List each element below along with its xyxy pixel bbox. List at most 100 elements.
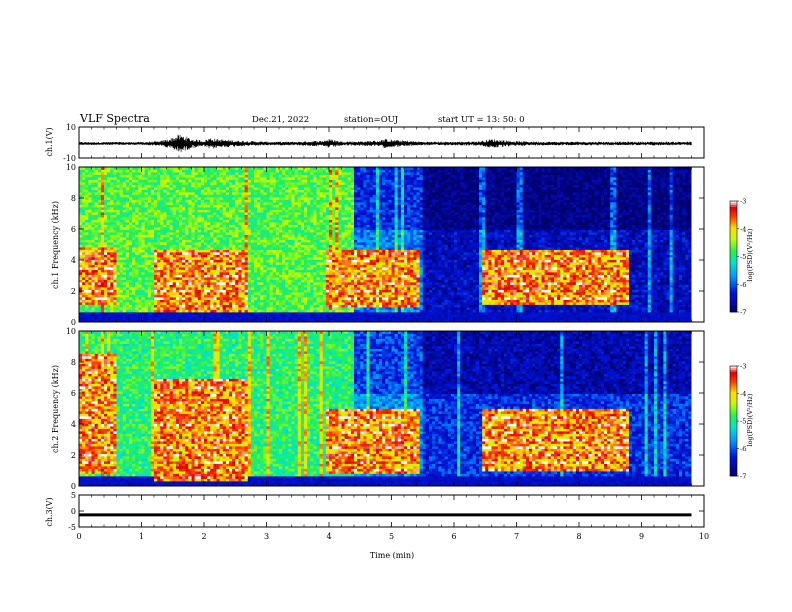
ch1-spectrogram-cell <box>123 270 127 273</box>
ch1-spectrogram-cell <box>138 262 142 265</box>
ch1-spectrogram-cell <box>198 287 202 290</box>
ch1-spectrogram-cell <box>242 287 246 290</box>
ch1-spectrogram-cell <box>173 222 177 225</box>
ch1-spectrogram-cell <box>304 315 308 318</box>
ch1-spectrogram-cell <box>251 210 255 213</box>
ch1-spectrogram-cell <box>201 297 205 300</box>
ch1-spectrogram-cell <box>104 267 108 270</box>
ch1-spectrogram-cell <box>82 170 86 173</box>
ch1-spectrogram-cell <box>182 212 186 215</box>
ch1-spectrogram-cell <box>242 227 246 230</box>
ch1-spectrogram-cell <box>79 282 83 285</box>
ch1-spectrogram-cell <box>301 275 305 278</box>
ch1-spectrogram-cell <box>292 220 296 223</box>
ch1-spectrogram-cell <box>229 285 233 288</box>
ch1-spectrogram-cell <box>185 222 189 225</box>
ch1-spectrogram-cell <box>248 262 252 265</box>
ch1-spectrogram-cell <box>245 282 249 285</box>
ch1-spectrogram-cell <box>226 282 230 285</box>
ch1-spectrogram-cell <box>182 317 186 320</box>
ch1-spectrogram-cell <box>88 175 92 178</box>
ch1-spectrogram-cell <box>279 190 283 193</box>
ch1-spectrogram-cell <box>285 310 289 313</box>
ch1-spectrogram-cell <box>282 267 286 270</box>
ch1-spectrogram-cell <box>263 250 267 253</box>
ch1-spectrogram-cell <box>151 252 155 255</box>
ch1-spectrogram-cell <box>307 200 311 203</box>
ch1-spectrogram-cell <box>273 317 277 320</box>
ch1-spectrogram-cell <box>310 212 314 215</box>
ch1-spectrogram-cell <box>251 222 255 225</box>
ch1-spectrogram-cell <box>188 267 192 270</box>
ch1-spectrogram-cell <box>135 285 139 288</box>
ch1-spectrogram-cell <box>176 312 180 315</box>
ch1-spectrogram-cell <box>235 195 239 198</box>
ch1-spectrogram-cell <box>245 310 249 313</box>
ch1-spectrogram-cell <box>195 210 199 213</box>
ch1-spectrogram-cell <box>292 282 296 285</box>
ch1-spectrogram-cell <box>167 302 171 305</box>
ch1-spectrogram-cell <box>288 285 292 288</box>
ch1-spectrogram-cell <box>107 230 111 233</box>
ch1-spectrogram-cell <box>282 220 286 223</box>
ch1-spectrogram-cell <box>232 307 236 310</box>
ch1-spectrogram-cell <box>195 242 199 245</box>
ch1-spectrogram-cell <box>85 237 89 240</box>
ch1-spectrogram-cell <box>163 315 167 318</box>
ch1-spectrogram-cell <box>201 262 205 265</box>
ch1-spectrogram-cell <box>210 235 214 238</box>
ch1-spectrogram-cell <box>113 280 117 283</box>
ch1-spectrogram-cell <box>257 305 261 308</box>
ch1-spectrogram-cell <box>188 175 192 178</box>
ch1-spectrogram-cell <box>263 172 267 175</box>
ch1-spectrogram-cell <box>270 227 274 230</box>
ch1-spectrogram-cell <box>282 202 286 205</box>
ch1-spectrogram-cell <box>151 277 155 280</box>
ch1-spectrogram-cell <box>210 295 214 298</box>
ch1-spectrogram-cell <box>126 315 130 318</box>
ch1-spectrogram-cell <box>207 187 211 190</box>
ch1-spectrogram-cell <box>279 270 283 273</box>
ch1-spectrogram-cell <box>204 220 208 223</box>
ch1-spectrogram-cell <box>82 225 86 228</box>
ch1-spectrogram-cell <box>88 202 92 205</box>
ch1-spectrogram-cell <box>95 225 99 228</box>
ch1-spectrogram-cell <box>113 285 117 288</box>
ch1-spectrogram-cell <box>113 210 117 213</box>
ch1-spectrogram-cell <box>101 200 105 203</box>
ch1-spectrogram-cell <box>185 172 189 175</box>
ch1-spectrogram-cell <box>170 237 174 240</box>
ch1-spectrogram-cell <box>298 237 302 240</box>
ch1-spectrogram-cell <box>182 202 186 205</box>
ch1-spectrogram-cell <box>235 315 239 318</box>
ch1-spectrogram-cell <box>273 215 277 218</box>
ch1-spectrogram-cell <box>154 220 158 223</box>
ch1-spectrogram-cell <box>182 280 186 283</box>
ch1-spectrogram-cell <box>207 267 211 270</box>
ch1-spectrogram-cell <box>182 292 186 295</box>
ch1-spectrogram-cell <box>170 235 174 238</box>
ch1-spectrogram-cell <box>301 255 305 258</box>
ch1-spectrogram-cell <box>142 207 146 210</box>
ch1-spectrogram-cell <box>160 267 164 270</box>
ch1-spectrogram-cell <box>198 190 202 193</box>
ch1-spectrogram-cell <box>154 282 158 285</box>
ch1-spectrogram-cell <box>254 192 258 195</box>
ch1-spectrogram-cell <box>82 312 86 315</box>
ch1-spectrogram-cell <box>167 307 171 310</box>
ch1-spectrogram-cell <box>213 297 217 300</box>
ch1-spectrogram-cell <box>263 215 267 218</box>
ch1-spectrogram-cell <box>82 282 86 285</box>
ch1-spectrogram-cell <box>288 230 292 233</box>
ch1-spectrogram-cell <box>313 185 317 188</box>
ch1-spectrogram-cell <box>254 290 258 293</box>
ch1-spectrogram-cell <box>92 310 96 313</box>
ch1-spectrogram-cell <box>270 295 274 298</box>
ch1-spectrogram-cell <box>82 300 86 303</box>
ch1-spectrogram-cell <box>223 275 227 278</box>
ch1-spectrogram-cell <box>188 217 192 220</box>
ch1-spectrogram-cell <box>154 187 158 190</box>
ch1-spectrogram-cell <box>138 257 142 260</box>
ch1-spectrogram-cell <box>213 315 217 318</box>
ch1-spectrogram-cell <box>207 197 211 200</box>
